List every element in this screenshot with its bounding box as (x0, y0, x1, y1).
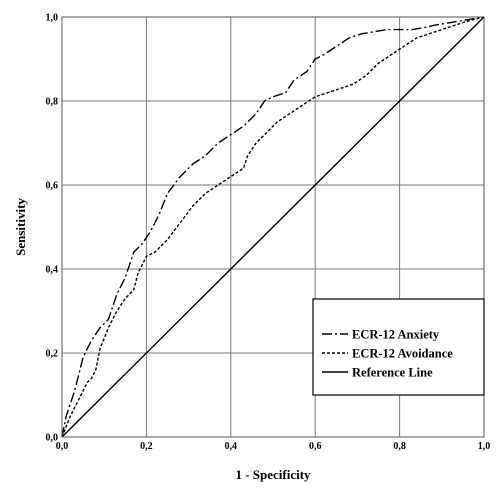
x-tick-label: 0,0 (56, 441, 69, 452)
y-tick-label: 0,8 (46, 97, 59, 108)
x-axis-title: 1 - Specificity (235, 467, 311, 482)
legend: ECR-12 Anxiety ECR-12 Avoidance Reference … (312, 298, 485, 396)
legend-box (312, 298, 485, 396)
x-tick-label: 0,2 (140, 441, 153, 452)
grid-layer (62, 17, 484, 437)
y-axis-title: Sensitivity (13, 198, 28, 256)
x-tick-label: 0,6 (309, 441, 322, 452)
legend-items: ECR-12 Anxiety ECR-12 Avoidance Reference … (322, 328, 453, 380)
y-tick-label: 1,0 (46, 13, 59, 24)
x-tick-label: 0,4 (225, 441, 238, 452)
legend-label: ECR-12 Anxiety (352, 328, 440, 342)
x-tick-label: 0,8 (393, 441, 406, 452)
x-tick-label: 1,0 (478, 441, 491, 452)
y-tick-label: 0,6 (46, 181, 59, 192)
series-layer (61, 16, 485, 438)
y-tick-label: 0,2 (46, 349, 59, 360)
y-tick-label: 0,0 (46, 433, 59, 444)
tick-labels: 0,0 0,2 0,4 0,6 0,8 1,0 0,0 0,2 0,4 0,6 0,8 1,0 (46, 13, 491, 453)
legend-label: ECR-12 Avoidance (352, 347, 453, 361)
legend-label: Reference Line (352, 366, 433, 380)
series-line-ecr-12-avoidance (61, 16, 485, 438)
series-line-ecr-12-anxiety (61, 16, 485, 438)
y-tick-label: 0,4 (46, 265, 59, 276)
series-line-reference-line (61, 16, 485, 438)
plot-frame (61, 16, 485, 438)
